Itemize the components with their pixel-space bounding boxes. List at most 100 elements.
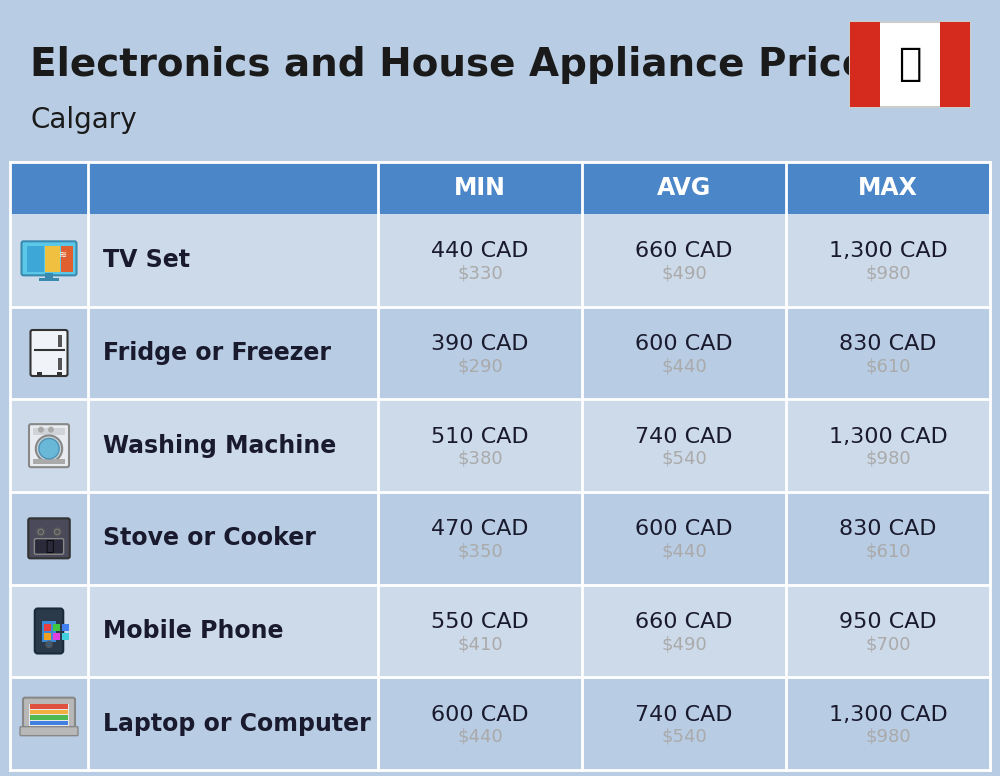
Text: $330: $330: [457, 265, 503, 282]
Circle shape: [38, 529, 43, 534]
Text: Stove or Cooker: Stove or Cooker: [103, 526, 316, 550]
Text: MAX: MAX: [858, 176, 918, 200]
Bar: [56, 372, 62, 377]
FancyBboxPatch shape: [850, 22, 970, 107]
Text: 740 CAD: 740 CAD: [635, 427, 733, 447]
FancyBboxPatch shape: [30, 330, 68, 376]
Text: 1,300 CAD: 1,300 CAD: [829, 241, 947, 262]
Text: $980: $980: [865, 728, 911, 746]
Bar: [45, 273, 53, 279]
Text: $610: $610: [865, 542, 911, 560]
FancyBboxPatch shape: [20, 726, 78, 736]
Text: 830 CAD: 830 CAD: [839, 334, 937, 354]
Bar: [36, 372, 42, 377]
Text: Mobile Phone: Mobile Phone: [103, 619, 284, 643]
Circle shape: [46, 642, 52, 647]
FancyBboxPatch shape: [28, 518, 70, 559]
Bar: [62, 623, 69, 631]
Text: 🍁: 🍁: [898, 46, 922, 84]
Bar: [10, 400, 990, 492]
Text: $440: $440: [457, 728, 503, 746]
Text: MIN: MIN: [454, 176, 506, 200]
Bar: [58, 358, 62, 369]
Bar: [30, 710, 68, 714]
Bar: [10, 214, 990, 307]
Bar: [53, 632, 60, 639]
Bar: [940, 22, 970, 107]
Text: $380: $380: [457, 449, 503, 468]
FancyBboxPatch shape: [29, 424, 69, 467]
Text: 510 CAD: 510 CAD: [431, 427, 529, 447]
Text: 830 CAD: 830 CAD: [839, 519, 937, 539]
Text: $490: $490: [661, 265, 707, 282]
FancyBboxPatch shape: [42, 621, 56, 642]
Text: $440: $440: [661, 542, 707, 560]
Text: TV Set: TV Set: [103, 248, 190, 272]
Bar: [30, 704, 68, 708]
Text: $540: $540: [661, 728, 707, 746]
Text: 740 CAD: 740 CAD: [635, 705, 733, 725]
Text: 600 CAD: 600 CAD: [635, 519, 733, 539]
Circle shape: [39, 438, 59, 459]
Text: 600 CAD: 600 CAD: [431, 705, 529, 725]
Circle shape: [53, 528, 61, 535]
Text: 950 CAD: 950 CAD: [839, 612, 937, 632]
Bar: [44, 623, 51, 631]
Text: 660 CAD: 660 CAD: [635, 241, 733, 262]
Bar: [10, 162, 990, 214]
Circle shape: [36, 435, 62, 462]
Bar: [10, 307, 990, 400]
Circle shape: [48, 427, 54, 433]
Text: $290: $290: [457, 357, 503, 375]
Text: $440: $440: [661, 357, 707, 375]
Text: ≋: ≋: [59, 251, 67, 260]
Bar: [26, 246, 44, 272]
Text: Calgary: Calgary: [30, 106, 137, 134]
Text: $410: $410: [457, 635, 503, 653]
Bar: [10, 492, 990, 584]
Text: AVG: AVG: [657, 176, 711, 200]
Bar: [30, 715, 68, 719]
FancyBboxPatch shape: [34, 539, 64, 554]
Text: 550 CAD: 550 CAD: [431, 612, 529, 632]
Text: $540: $540: [661, 449, 707, 468]
Circle shape: [38, 427, 44, 433]
Bar: [10, 677, 990, 770]
Text: 600 CAD: 600 CAD: [635, 334, 733, 354]
Circle shape: [55, 529, 60, 534]
Text: $350: $350: [457, 542, 503, 560]
Text: 1,300 CAD: 1,300 CAD: [829, 427, 947, 447]
Text: 440 CAD: 440 CAD: [431, 241, 529, 262]
Text: Laptop or Computer: Laptop or Computer: [103, 712, 371, 736]
Text: 470 CAD: 470 CAD: [431, 519, 529, 539]
Bar: [30, 721, 68, 725]
Bar: [33, 428, 65, 435]
Text: $610: $610: [865, 357, 911, 375]
Text: Fridge or Freezer: Fridge or Freezer: [103, 341, 331, 365]
Text: $980: $980: [865, 265, 911, 282]
Text: 660 CAD: 660 CAD: [635, 612, 733, 632]
Circle shape: [37, 528, 45, 535]
Bar: [45, 246, 60, 272]
Text: $490: $490: [661, 635, 707, 653]
Bar: [33, 459, 65, 464]
FancyBboxPatch shape: [35, 608, 63, 653]
Bar: [62, 632, 69, 639]
Text: 1,300 CAD: 1,300 CAD: [829, 705, 947, 725]
FancyBboxPatch shape: [23, 698, 75, 732]
Text: $980: $980: [865, 449, 911, 468]
Text: 390 CAD: 390 CAD: [431, 334, 529, 354]
Text: $700: $700: [865, 635, 911, 653]
Bar: [29, 704, 69, 726]
Bar: [44, 632, 51, 639]
Bar: [850, 22, 880, 107]
Text: 🔥: 🔥: [45, 539, 53, 553]
Bar: [58, 335, 62, 347]
FancyBboxPatch shape: [22, 241, 76, 275]
Text: Electronics and House Appliance Prices: Electronics and House Appliance Prices: [30, 46, 891, 84]
Bar: [10, 584, 990, 677]
Bar: [39, 279, 59, 282]
Text: Washing Machine: Washing Machine: [103, 434, 336, 458]
Bar: [61, 246, 73, 272]
Bar: [53, 623, 60, 631]
